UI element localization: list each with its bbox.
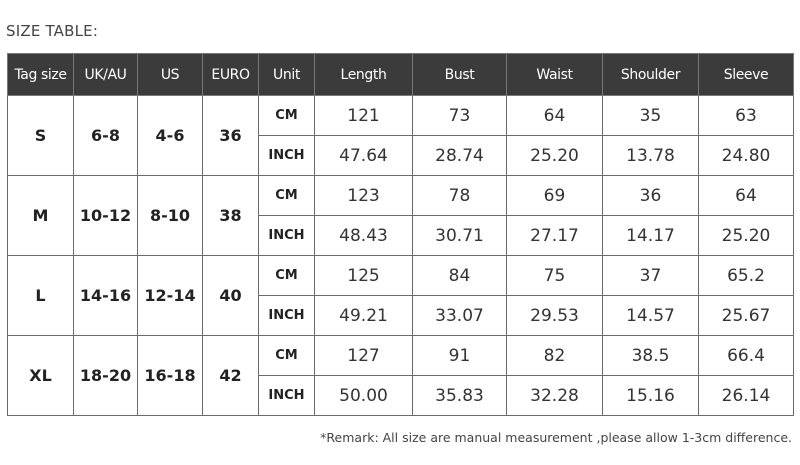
uk-au-cell: 18-20 (73, 335, 138, 416)
euro-cell: 40 (202, 255, 259, 336)
unit-cell: INCH (258, 295, 315, 336)
bust-cell: 33.07 (412, 295, 507, 336)
uk-au-cell: 6-8 (73, 95, 138, 176)
length-cell: 123 (314, 175, 413, 216)
page-title: SIZE TABLE: (6, 22, 99, 40)
unit-cell: INCH (258, 135, 315, 176)
table-body: S 6-8 4-6 36 CM 121 73 64 35 63 INCH 47.64 28.74 25.2… (7, 95, 794, 416)
us-cell: 12-14 (137, 255, 203, 336)
us-cell: 4-6 (137, 95, 203, 176)
length-cell: 121 (314, 95, 413, 136)
size-table: Tag size UK/AU US EURO Unit Length Bust Waist Sh… (7, 53, 794, 416)
column-header: US (137, 53, 203, 96)
table-row: INCH 47.64 28.74 25.20 13.78 24.80 (8, 135, 794, 176)
column-header: Tag size (7, 53, 74, 96)
sleeve-cell: 25.67 (698, 295, 794, 336)
shoulder-cell: 35 (602, 95, 699, 136)
bust-cell: 73 (412, 95, 507, 136)
shoulder-cell: 14.17 (602, 215, 699, 256)
length-cell: 48.43 (314, 215, 413, 256)
length-cell: 127 (314, 335, 413, 376)
bust-cell: 30.71 (412, 215, 507, 256)
header-row: Tag size UK/AU US EURO Unit Length Bust Waist Sh… (7, 53, 794, 96)
shoulder-cell: 36 (602, 175, 699, 216)
euro-cell: 42 (202, 335, 259, 416)
column-header: UK/AU (73, 53, 138, 96)
table-row: INCH 50.00 35.83 32.28 15.16 26.14 (8, 375, 794, 416)
sleeve-cell: 24.80 (698, 135, 794, 176)
column-header: Shoulder (602, 53, 699, 96)
unit-cell: CM (258, 95, 315, 136)
remark-note: *Remark: All size are manual measurement… (320, 430, 792, 445)
bust-cell: 78 (412, 175, 507, 216)
bust-cell: 91 (412, 335, 507, 376)
shoulder-cell: 14.57 (602, 295, 699, 336)
bust-cell: 84 (412, 255, 507, 296)
sleeve-cell: 66.4 (698, 335, 794, 376)
uk-au-cell: 14-16 (73, 255, 138, 336)
waist-cell: 82 (506, 335, 603, 376)
shoulder-cell: 38.5 (602, 335, 699, 376)
us-cell: 16-18 (137, 335, 203, 416)
sleeve-cell: 25.20 (698, 215, 794, 256)
column-header: EURO (202, 53, 259, 96)
shoulder-cell: 13.78 (602, 135, 699, 176)
us-cell: 8-10 (137, 175, 203, 256)
waist-cell: 25.20 (506, 135, 603, 176)
shoulder-cell: 37 (602, 255, 699, 296)
length-cell: 49.21 (314, 295, 413, 336)
euro-cell: 36 (202, 95, 259, 176)
length-cell: 125 (314, 255, 413, 296)
table-row: M 10-12 8-10 38 CM 123 78 69 36 64 (7, 175, 794, 256)
unit-cell: CM (258, 175, 315, 216)
waist-cell: 69 (506, 175, 603, 216)
column-header: Unit (258, 53, 315, 96)
tag-size-cell: M (7, 175, 74, 256)
uk-au-cell: 10-12 (73, 175, 138, 256)
unit-cell: CM (258, 335, 315, 376)
sleeve-cell: 63 (698, 95, 794, 136)
waist-cell: 27.17 (506, 215, 603, 256)
table-row: INCH 49.21 33.07 29.53 14.57 25.67 (8, 295, 794, 336)
unit-cell: INCH (258, 215, 315, 256)
length-cell: 50.00 (314, 375, 413, 416)
bust-cell: 28.74 (412, 135, 507, 176)
tag-size-cell: S (7, 95, 74, 176)
unit-cell: INCH (258, 375, 315, 416)
tag-size-cell: L (7, 255, 74, 336)
table-row: INCH 48.43 30.71 27.17 14.17 25.20 (8, 215, 794, 256)
table-row: XL 18-20 16-18 42 CM 127 91 82 38.5 66.4 (7, 335, 794, 416)
waist-cell: 32.28 (506, 375, 603, 416)
bust-cell: 35.83 (412, 375, 507, 416)
table-row: S 6-8 4-6 36 CM 121 73 64 35 63 (7, 95, 794, 176)
unit-cell: CM (258, 255, 315, 296)
shoulder-cell: 15.16 (602, 375, 699, 416)
sleeve-cell: 65.2 (698, 255, 794, 296)
sleeve-cell: 26.14 (698, 375, 794, 416)
column-header: Waist (506, 53, 603, 96)
table-row: L 14-16 12-14 40 CM 125 84 75 37 65.2 (7, 255, 794, 336)
euro-cell: 38 (202, 175, 259, 256)
waist-cell: 64 (506, 95, 603, 136)
column-header: Bust (412, 53, 507, 96)
column-header: Length (314, 53, 413, 96)
sleeve-cell: 64 (698, 175, 794, 216)
column-header: Sleeve (698, 53, 794, 96)
waist-cell: 75 (506, 255, 603, 296)
length-cell: 47.64 (314, 135, 413, 176)
tag-size-cell: XL (7, 335, 74, 416)
waist-cell: 29.53 (506, 295, 603, 336)
